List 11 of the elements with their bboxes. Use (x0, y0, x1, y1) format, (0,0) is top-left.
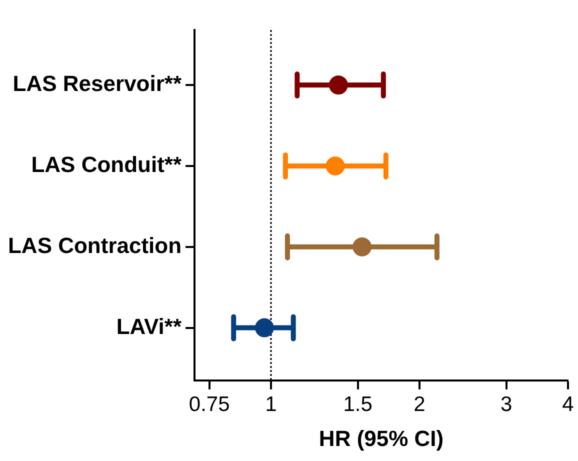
y-tick-label: LAVi** (116, 314, 182, 339)
x-tick-label: 1 (265, 392, 277, 416)
x-tick-label: 4 (562, 392, 574, 416)
x-tick-label: 1.5 (343, 392, 372, 416)
x-axis-title: HR (95% CI) (318, 426, 444, 451)
y-tick-label: LAS Contraction (8, 232, 182, 258)
y-tick-label: LAS Reservoir** (12, 71, 182, 96)
y-tick-label: LAS Conduit** (31, 152, 182, 178)
x-tick-label: 0.75 (188, 392, 230, 416)
x-tick-label: 3 (500, 392, 512, 416)
x-tick-label: 2 (414, 392, 426, 416)
